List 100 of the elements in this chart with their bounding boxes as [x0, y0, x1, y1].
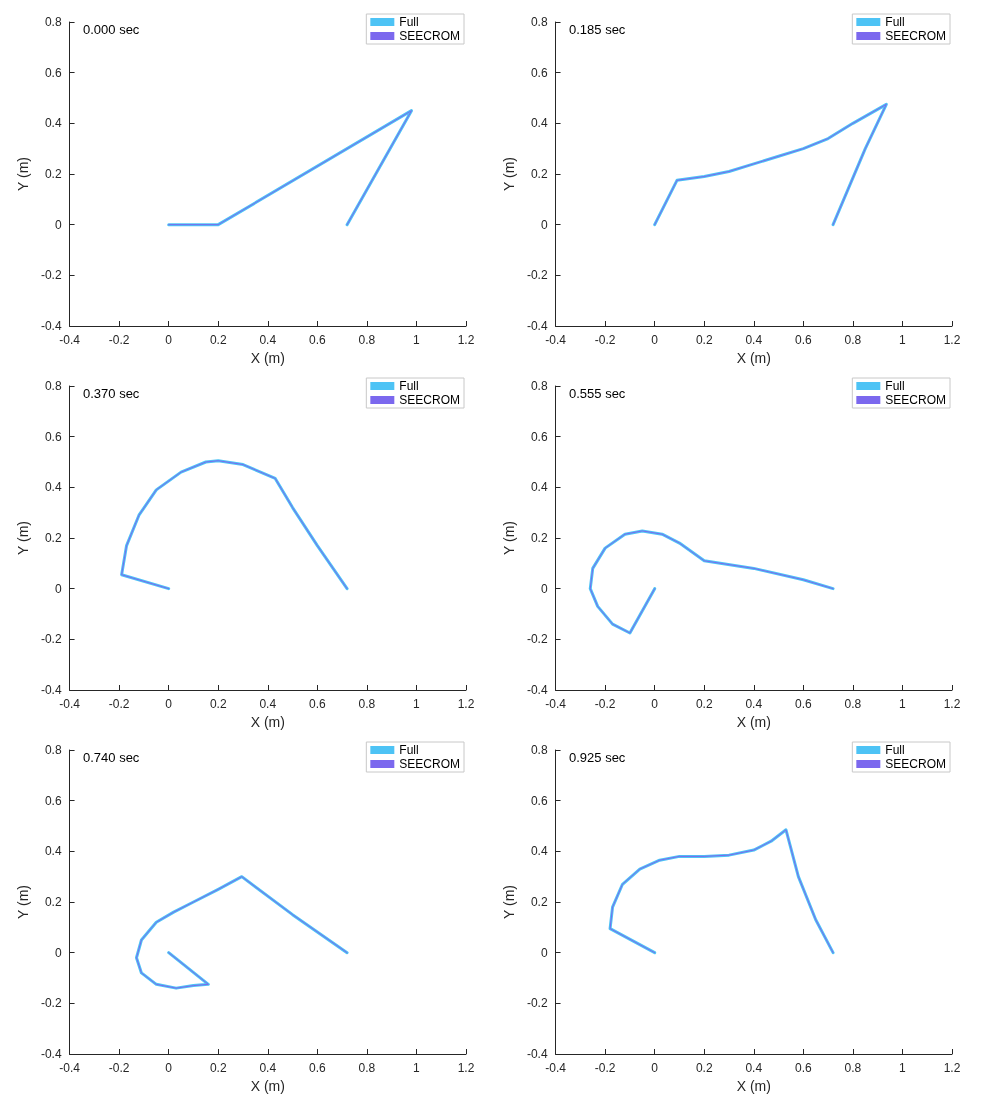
x-tick-label: 0.8 — [358, 1061, 376, 1075]
y-tick-label: 0.4 — [530, 480, 548, 495]
x-tick-label: 1 — [413, 1061, 421, 1075]
x-tick-label: 0 — [651, 1061, 659, 1075]
x-tick-label: 1 — [899, 697, 907, 711]
y-axis-title: Y (m) — [15, 521, 31, 555]
y-tick-label: -0.4 — [526, 1047, 548, 1061]
x-tick-label: 0 — [165, 697, 173, 711]
x-tick-label: 0 — [651, 697, 659, 711]
x-tick-label: 1 — [899, 333, 907, 347]
legend-label: SEECROM — [399, 29, 461, 43]
x-tick-label: 0.4 — [745, 1061, 763, 1075]
y-tick-label: 0.6 — [44, 793, 62, 808]
x-tick-label: 0.6 — [795, 333, 813, 347]
x-tick-label: 1.2 — [457, 697, 475, 711]
y-tick-label: -0.4 — [40, 1047, 62, 1061]
x-tick-label: 1.2 — [943, 697, 961, 711]
x-tick-label: 0 — [165, 1061, 173, 1075]
chart-title: 0.370 sec — [83, 386, 140, 401]
y-tick-label: 0.8 — [530, 743, 548, 757]
x-tick-label: 0.2 — [209, 697, 227, 711]
y-axis-title: Y (m) — [501, 521, 517, 555]
chart-title: 0.000 sec — [83, 22, 140, 37]
chart-title: 0.740 sec — [83, 750, 140, 765]
x-tick-label: 0.6 — [309, 697, 327, 711]
x-tick-label: 0.2 — [209, 1061, 227, 1075]
y-tick-label: 0.4 — [44, 480, 62, 495]
x-tick-label: -0.2 — [108, 1061, 130, 1075]
y-tick-label: 0.8 — [44, 15, 62, 29]
y-tick-label: 0.8 — [530, 379, 548, 393]
x-axis-title: X (m) — [736, 349, 771, 366]
chart-title: 0.925 sec — [569, 750, 626, 765]
x-tick-label: 0.4 — [259, 697, 277, 711]
y-tick-label: 0.2 — [44, 895, 62, 909]
y-tick-label: -0.2 — [40, 632, 62, 647]
x-tick-label: 0.6 — [309, 333, 327, 347]
x-tick-label: 1.2 — [943, 333, 961, 347]
y-tick-label: 0 — [540, 581, 548, 596]
x-axis-title: X (m) — [736, 1077, 771, 1094]
y-tick-label: 0 — [54, 217, 62, 232]
x-tick-label: 1 — [413, 697, 421, 711]
chart-title: 0.555 sec — [569, 386, 626, 401]
y-tick-label: -0.2 — [526, 996, 548, 1011]
legend-label: SEECROM — [399, 393, 461, 407]
x-tick-label: 0.8 — [358, 697, 376, 711]
legend-label: Full — [399, 379, 419, 393]
x-tick-label: 0.2 — [695, 333, 713, 347]
x-tick-label: 0.8 — [358, 333, 376, 347]
x-tick-label: 1.2 — [457, 1061, 475, 1075]
x-tick-label: 0.2 — [695, 697, 713, 711]
legend-label: SEECROM — [885, 757, 947, 771]
y-tick-label: 0.4 — [44, 116, 62, 131]
x-tick-label: -0.2 — [594, 333, 616, 347]
y-tick-label: 0.2 — [44, 531, 62, 545]
y-tick-label: -0.4 — [526, 319, 548, 333]
y-tick-label: -0.2 — [526, 268, 548, 283]
legend-label: Full — [885, 743, 905, 757]
legend-label: Full — [885, 15, 905, 29]
x-tick-label: 0.4 — [745, 333, 763, 347]
y-axis-title: Y (m) — [501, 157, 517, 191]
y-tick-label: 0.2 — [530, 167, 548, 181]
y-axis-title: Y (m) — [15, 885, 31, 919]
y-tick-label: 0.6 — [44, 429, 62, 444]
x-tick-label: -0.2 — [594, 697, 616, 711]
legend-label: SEECROM — [885, 29, 947, 43]
y-axis-title: Y (m) — [15, 157, 31, 191]
y-tick-label: 0.4 — [530, 116, 548, 131]
x-tick-label: 0.2 — [695, 1061, 713, 1075]
legend-label: SEECROM — [399, 757, 461, 771]
x-axis-title: X (m) — [736, 713, 771, 730]
x-tick-label: 0.4 — [259, 1061, 277, 1075]
y-tick-label: 0 — [54, 581, 62, 596]
legend-label: Full — [399, 743, 419, 757]
y-tick-label: 0 — [540, 217, 548, 232]
y-tick-label: 0.4 — [44, 844, 62, 859]
x-tick-label: 0.6 — [309, 1061, 327, 1075]
x-tick-label: 1 — [413, 333, 421, 347]
y-tick-label: 0.6 — [530, 793, 548, 808]
x-tick-label: -0.2 — [108, 697, 130, 711]
y-tick-label: 0.6 — [530, 429, 548, 444]
legend-label: Full — [885, 379, 905, 393]
x-tick-label: 0.2 — [209, 333, 227, 347]
y-tick-label: -0.2 — [526, 632, 548, 647]
y-tick-label: 0.4 — [530, 844, 548, 859]
y-tick-label: -0.2 — [40, 996, 62, 1011]
x-tick-label: 0 — [165, 333, 173, 347]
y-axis-title: Y (m) — [501, 885, 517, 919]
y-tick-label: 0.2 — [530, 895, 548, 909]
x-tick-label: -0.2 — [108, 333, 130, 347]
y-tick-label: 0.8 — [530, 15, 548, 29]
x-axis-title: X (m) — [250, 349, 285, 366]
x-tick-label: 0.6 — [795, 1061, 813, 1075]
y-tick-label: 0.2 — [530, 531, 548, 545]
x-axis-title: X (m) — [250, 1077, 285, 1094]
y-tick-label: 0.6 — [530, 65, 548, 80]
y-tick-label: 0 — [54, 945, 62, 960]
x-tick-label: 1 — [899, 1061, 907, 1075]
chart-title: 0.185 sec — [569, 22, 626, 37]
legend-label: Full — [399, 15, 419, 29]
x-tick-label: 0 — [651, 333, 659, 347]
